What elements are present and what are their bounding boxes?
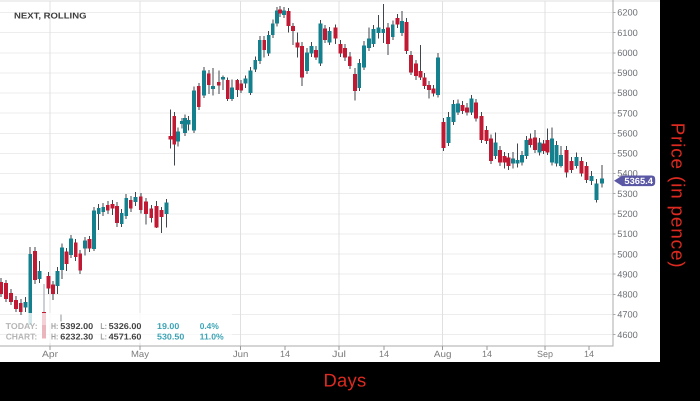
svg-text:H:: H: xyxy=(51,332,58,342)
svg-text:6000: 6000 xyxy=(617,48,638,58)
svg-text:Days: Days xyxy=(323,370,366,391)
svg-text:L:: L: xyxy=(100,321,107,331)
svg-text:14: 14 xyxy=(379,349,389,359)
svg-text:4600: 4600 xyxy=(617,330,638,340)
svg-text:5400: 5400 xyxy=(617,169,638,179)
svg-text:Jul: Jul xyxy=(332,349,346,359)
svg-text:May: May xyxy=(131,349,150,359)
svg-text:5365.4: 5365.4 xyxy=(624,176,653,186)
svg-text:Apr: Apr xyxy=(42,349,58,359)
svg-text:14: 14 xyxy=(482,349,492,359)
svg-text:530.50: 530.50 xyxy=(157,332,185,342)
svg-text:14: 14 xyxy=(280,349,290,359)
svg-text:5800: 5800 xyxy=(617,88,638,98)
svg-text:0.4%: 0.4% xyxy=(200,321,220,331)
svg-text:4900: 4900 xyxy=(617,269,638,279)
svg-text:L:: L: xyxy=(100,332,107,342)
svg-text:CHART:: CHART: xyxy=(6,332,38,342)
svg-text:6100: 6100 xyxy=(617,28,638,38)
svg-text:5700: 5700 xyxy=(617,108,638,118)
svg-text:5200: 5200 xyxy=(617,209,638,219)
svg-text:H:: H: xyxy=(51,321,58,331)
svg-text:14: 14 xyxy=(584,349,594,359)
svg-text:Jun: Jun xyxy=(233,349,249,359)
svg-text:5300: 5300 xyxy=(617,189,638,199)
svg-text:5000: 5000 xyxy=(617,249,638,259)
svg-text:11.0%: 11.0% xyxy=(200,332,224,342)
svg-text:6232.30: 6232.30 xyxy=(60,332,93,342)
svg-text:5600: 5600 xyxy=(617,129,638,139)
svg-text:5100: 5100 xyxy=(617,229,638,239)
svg-text:5900: 5900 xyxy=(617,68,638,78)
svg-text:TODAY:: TODAY: xyxy=(6,321,38,331)
svg-text:5326.00: 5326.00 xyxy=(109,321,142,331)
svg-text:Sep: Sep xyxy=(537,349,553,359)
svg-text:19.00: 19.00 xyxy=(157,321,180,331)
svg-text:4571.60: 4571.60 xyxy=(109,332,142,342)
svg-text:NEXT, ROLLING: NEXT, ROLLING xyxy=(14,11,87,21)
svg-text:Aug: Aug xyxy=(434,349,452,359)
svg-text:6200: 6200 xyxy=(617,8,638,18)
svg-text:5392.00: 5392.00 xyxy=(60,321,93,331)
svg-text:4700: 4700 xyxy=(617,310,638,320)
svg-text:5500: 5500 xyxy=(617,149,638,159)
svg-text:4800: 4800 xyxy=(617,290,638,300)
svg-text:Price (in pence): Price (in pence) xyxy=(667,123,688,269)
